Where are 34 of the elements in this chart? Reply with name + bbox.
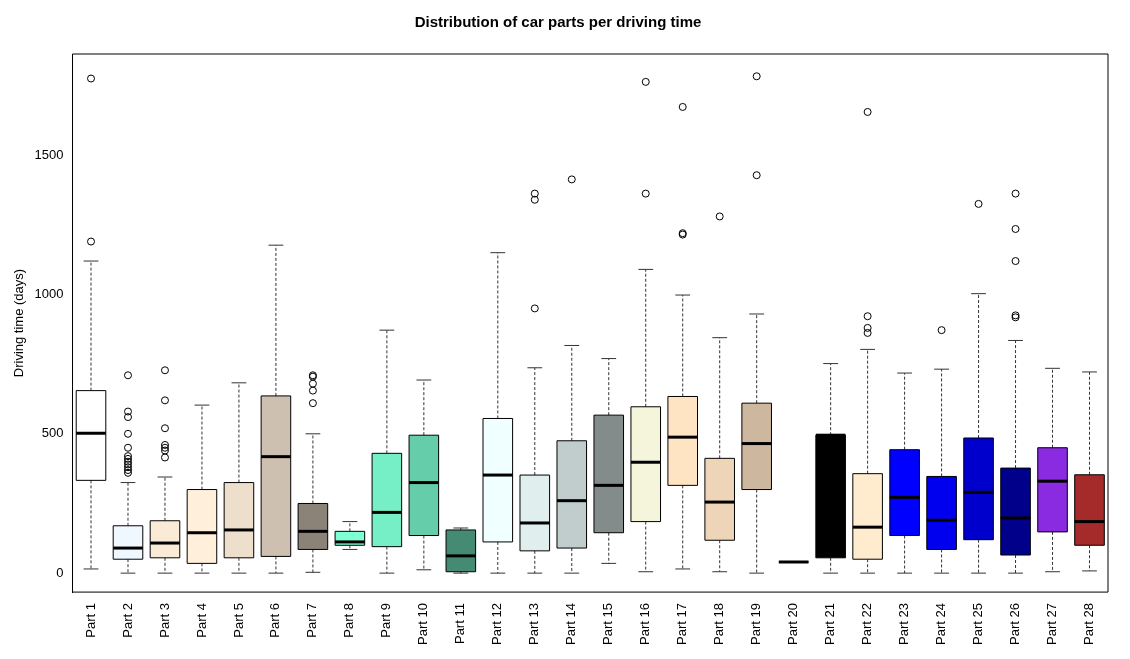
x-tick-label: Part 5 bbox=[230, 603, 246, 638]
x-tick-label: Part 26 bbox=[1007, 603, 1023, 646]
x-tick-label: Part 18 bbox=[711, 603, 727, 646]
x-tick-label: Part 2 bbox=[119, 603, 135, 638]
y-tick-label: 1500 bbox=[34, 146, 64, 162]
y-tick-label: 1000 bbox=[34, 286, 64, 302]
x-tick-label: Part 6 bbox=[267, 603, 283, 638]
x-tick-label: Part 10 bbox=[415, 603, 431, 646]
x-tick-label: Part 11 bbox=[452, 603, 468, 645]
x-tick-label: Part 27 bbox=[1044, 603, 1060, 646]
chart-title: Distribution of car parts per driving time bbox=[414, 13, 702, 31]
x-tick-label: Part 16 bbox=[637, 603, 653, 646]
x-tick-label: Part 25 bbox=[970, 603, 986, 646]
y-tick-label: 500 bbox=[41, 425, 64, 441]
x-tick-label: Part 24 bbox=[933, 603, 949, 646]
x-tick-label: Part 21 bbox=[822, 603, 838, 646]
y-axis-title: Driving time (days) bbox=[11, 268, 27, 378]
x-tick-label: Part 1 bbox=[82, 603, 98, 638]
y-tick-label: 0 bbox=[56, 564, 64, 580]
x-tick-label: Part 15 bbox=[600, 603, 616, 646]
x-tick-label: Part 22 bbox=[859, 603, 875, 646]
x-tick-label: Part 28 bbox=[1081, 603, 1097, 646]
x-tick-label: Part 12 bbox=[489, 603, 505, 646]
x-tick-label: Part 23 bbox=[896, 603, 912, 646]
x-tick-label: Part 14 bbox=[563, 603, 579, 646]
x-tick-label: Part 4 bbox=[193, 603, 209, 638]
x-tick-label: Part 13 bbox=[526, 603, 542, 646]
x-tick-label: Part 19 bbox=[748, 603, 764, 646]
x-tick-label: Part 20 bbox=[785, 603, 801, 646]
x-tick-label: Part 17 bbox=[674, 603, 690, 646]
x-tick-label: Part 7 bbox=[304, 603, 320, 638]
x-tick-label: Part 3 bbox=[156, 603, 172, 638]
x-tick-label: Part 8 bbox=[341, 603, 357, 638]
x-tick-label: Part 9 bbox=[378, 603, 394, 638]
